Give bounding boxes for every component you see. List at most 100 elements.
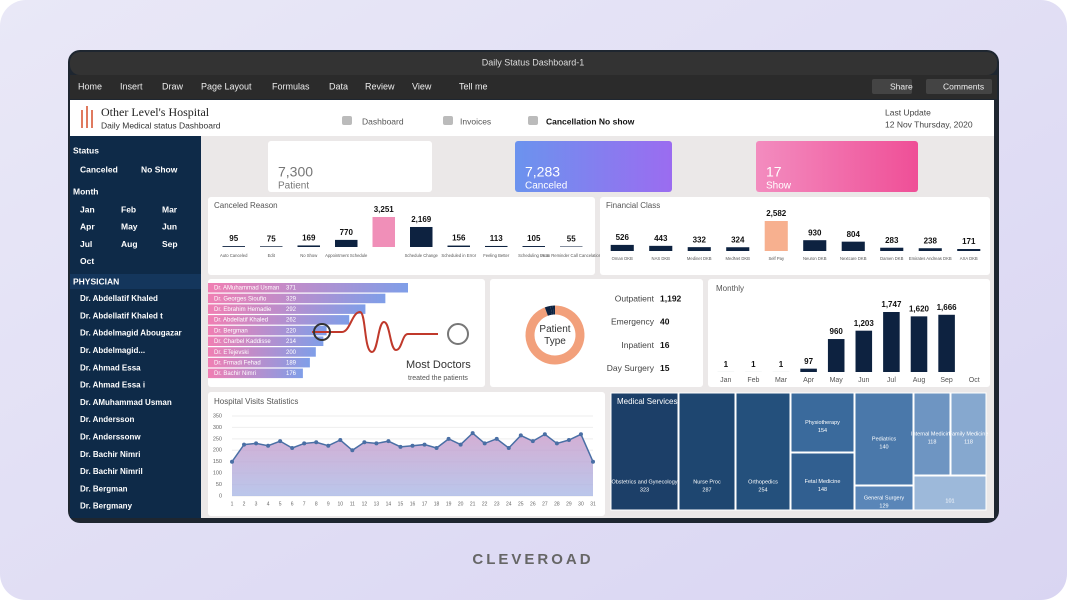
category-label: Schedule Change [405,253,439,258]
nav-item[interactable]: Invoices [460,116,491,126]
bar-name: Dr. Georges Sioufio [214,296,267,302]
value-label: 40 [660,317,670,327]
bar [918,248,942,251]
month-filter[interactable]: Jun [162,222,177,232]
menu-item[interactable]: Tell me [459,81,488,91]
tile-label: Fetal Medicine [805,479,841,485]
menu-item[interactable]: Draw [162,81,184,91]
physician-filter[interactable]: Dr. Abdelmagid... [80,346,145,355]
bar [208,293,386,304]
physician-filter[interactable]: Dr. Bergmany [80,502,133,511]
bar-value: 214 [286,339,297,345]
panel-title: Financial Class [606,201,660,210]
toolbar-button[interactable] [926,79,992,94]
tile-value: 323 [640,487,649,493]
value-label: 15 [660,363,670,373]
kpi-value: 17 [766,164,782,180]
month-filter[interactable]: Feb [121,204,136,214]
bar-value: 200 [286,350,297,356]
value-label: 238 [924,236,938,245]
menu-item[interactable]: Page Layout [201,81,252,91]
point [290,446,295,450]
value-label: 1,747 [881,300,902,309]
tile-value: 154 [818,428,827,434]
category-label: Feb [747,377,759,384]
x-tick-label: 31 [590,501,596,507]
treemap-tile [790,452,855,511]
value-label: 283 [885,236,899,245]
x-tick-label: 16 [410,501,416,507]
x-tick-label: 8 [315,501,318,507]
physician-filter[interactable]: Dr. Bergman [80,484,128,493]
value-label: 156 [452,234,466,243]
physician-filter[interactable]: Dr. Abdellatif Khaled [80,294,158,303]
physician-filter[interactable]: Dr. Andersson [80,415,134,424]
value-label: 55 [567,235,576,244]
month-filter[interactable]: May [121,222,138,232]
category-label: Sep [940,377,953,384]
category-label: May [830,377,844,384]
month-filter[interactable]: Jan [80,204,95,214]
tile-value: 140 [879,444,888,450]
tile-label: Internal Medicine [911,431,953,437]
physician-filter[interactable]: Dr. Ahmad Essa [80,363,141,372]
physician-filter[interactable]: Dr. Bachir Nimri [80,450,140,459]
x-tick-label: 28 [554,501,560,507]
physician-filter[interactable]: Dr. AMuhammad Usman [80,398,172,407]
toolbar-button-label[interactable]: Comments [943,81,984,91]
menu-item[interactable]: View [412,81,432,91]
month-filter[interactable]: Oct [80,256,94,266]
x-tick-label: 23 [494,501,500,507]
bar [208,304,366,314]
nav-item[interactable]: Dashboard [362,116,404,126]
toolbar-button-label[interactable]: Share [890,81,913,91]
bar-name: Dr. Charbel Kaddisse [214,339,271,345]
kpi-value: 7,283 [525,164,560,180]
month-filter[interactable]: Jul [80,239,92,249]
logo [81,106,93,128]
month-filter[interactable]: Mar [162,204,178,214]
menu-item[interactable]: Formulas [272,81,310,91]
physician-filter[interactable]: Dr. Abdellatif Khaled t [80,311,163,320]
category-label: Jan [720,377,731,384]
value-label: 324 [731,235,745,244]
month-filter[interactable]: Aug [121,239,138,249]
menu-item[interactable]: Data [329,81,348,91]
point [506,446,511,450]
bar-value: 292 [286,307,297,313]
bar [208,325,327,336]
physician-filter[interactable]: Dr. Anderssonw [80,433,141,442]
month-filter[interactable]: Sep [162,239,178,249]
bar [208,357,310,368]
treemap-tile [610,392,679,511]
sidebar-heading-bg [70,274,201,289]
value-label: 930 [808,228,822,237]
bar [208,347,316,357]
area [232,433,593,496]
physician-filter[interactable]: Dr. Ahmad Essa i [80,381,145,390]
y-tick-label: 200 [213,448,222,454]
kpi-value: 7,300 [278,164,313,180]
point [458,442,463,447]
month-filter[interactable]: Apr [80,222,95,232]
tile-value: 129 [879,503,888,509]
bar-name: Dr. Abdellatif Khaled [214,318,268,324]
bar [687,247,711,251]
nav-item[interactable]: Cancellation No show [546,116,635,126]
physician-filter[interactable]: Dr. Abdelmagid Abougazar [80,329,182,338]
toolbar-button[interactable] [872,79,912,94]
tile-label: Obstetrics and Gynecology [611,479,677,485]
status-filter[interactable]: Canceled [80,164,118,174]
bar-name: Dr. Ebrahim Hemadie [214,307,272,313]
physician-filter[interactable]: Dr. Bachir Nimril [80,467,143,476]
status-filter[interactable]: No Show [141,164,178,174]
menu-item[interactable]: Home [78,81,102,91]
category-label: Feeling Better [483,253,510,258]
menu-item[interactable]: Review [365,81,395,91]
treemap-tile [913,392,951,476]
bar [372,217,395,247]
point [326,443,331,448]
menu-item[interactable]: Insert [120,81,143,91]
bar [841,241,865,251]
tile-label: Physiotherapy [805,420,840,426]
